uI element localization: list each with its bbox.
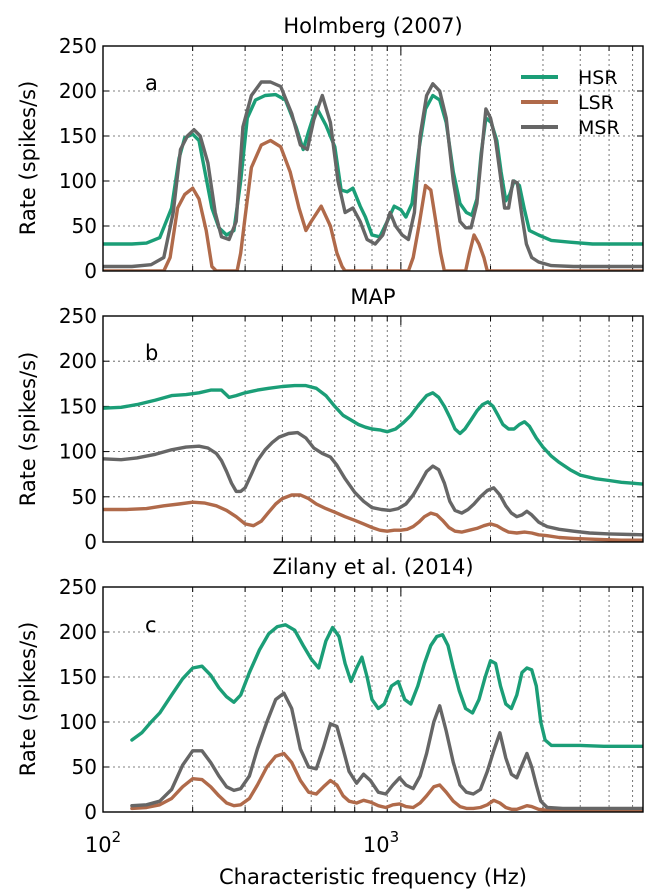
y-tick-label: 0: [84, 530, 97, 554]
panel-b-yticks: 0 50 100 150 200 250: [59, 304, 643, 554]
panel-b-title: MAP: [350, 285, 395, 309]
panel-c-lines: [130, 623, 643, 812]
y-tick-label: 150: [59, 124, 97, 148]
panel-c-title: Zilany et al. (2014): [272, 555, 473, 579]
panel-c-xticks: [192, 587, 634, 812]
legend-entry-lsr: LSR: [521, 92, 614, 114]
y-tick-label: 100: [59, 710, 97, 734]
legend-entry-msr: MSR: [521, 117, 620, 139]
legend-label-lsr: LSR: [578, 92, 614, 114]
panel-a-lines: [103, 80, 643, 271]
y-tick-label: 0: [84, 800, 97, 824]
series-line-msr: [103, 80, 643, 269]
y-tick-label: 50: [72, 214, 97, 238]
panel-b-grid: [103, 316, 643, 542]
panel-c-label: c: [145, 613, 157, 637]
series-line-msr: [103, 430, 643, 537]
xtick-label-100: 102: [85, 828, 121, 857]
y-tick-label: 100: [59, 169, 97, 193]
y-tick-label: 50: [72, 485, 97, 509]
panel-a-title: Holmberg (2007): [283, 14, 462, 38]
y-tick-label: 250: [59, 304, 97, 328]
panel-b-lines: [103, 383, 643, 542]
panel-c: Zilany et al. (2014) 0 50 100 150 200 250 c R…: [16, 555, 644, 857]
series-line-lsr: [103, 138, 643, 271]
y-tick-label: 200: [59, 79, 97, 103]
y-tick-label: 150: [59, 665, 97, 689]
y-tick-label: 150: [59, 394, 97, 418]
panel-a-label: a: [145, 71, 158, 95]
y-tick-label: 100: [59, 440, 97, 464]
panel-a-frame: [102, 45, 644, 272]
panel-a: Holmberg (2007) 0 50 100 150 200 250 a Rate (…: [16, 14, 644, 283]
series-line-hsr: [130, 623, 643, 748]
legend-entry-hsr: HSR: [521, 67, 618, 89]
series-line-lsr: [103, 493, 643, 542]
y-tick-label: 50: [72, 755, 97, 779]
panel-a-xticks: [192, 46, 634, 271]
panel-a-grid: [103, 46, 643, 271]
panel-b-label: b: [145, 341, 158, 365]
y-tick-label: 200: [59, 349, 97, 373]
panel-c-grid: [103, 587, 643, 812]
legend: HSR LSR MSR: [521, 67, 620, 139]
panel-c-ylabel: Rate (spikes/s): [16, 622, 40, 777]
panel-b-xticks: [192, 316, 634, 542]
series-line-hsr: [103, 92, 643, 246]
y-tick-label: 200: [59, 620, 97, 644]
series-line-lsr: [130, 751, 643, 812]
y-tick-label: 250: [59, 575, 97, 599]
panel-b-ylabel: Rate (spikes/s): [16, 352, 40, 507]
panel-b-frame: [102, 315, 644, 543]
y-tick-label: 0: [84, 259, 97, 283]
y-tick-label: 250: [59, 34, 97, 58]
xtick-label-1000: 103: [363, 828, 399, 857]
legend-label-msr: MSR: [578, 117, 620, 139]
panel-c-yticks: 0 50 100 150 200 250: [59, 575, 643, 824]
series-line-msr: [130, 691, 643, 811]
panel-b: MAP 0 50 100 150 200 250 b Rate (spikes/s): [16, 285, 644, 554]
panel-a-yticks: 0 50 100 150 200 250: [59, 34, 643, 283]
x-axis-label: Characteristic frequency (Hz): [219, 865, 527, 889]
legend-label-hsr: HSR: [578, 67, 618, 89]
series-line-hsr: [103, 383, 643, 486]
panel-c-frame: [102, 586, 644, 813]
panel-a-ylabel: Rate (spikes/s): [16, 81, 40, 236]
